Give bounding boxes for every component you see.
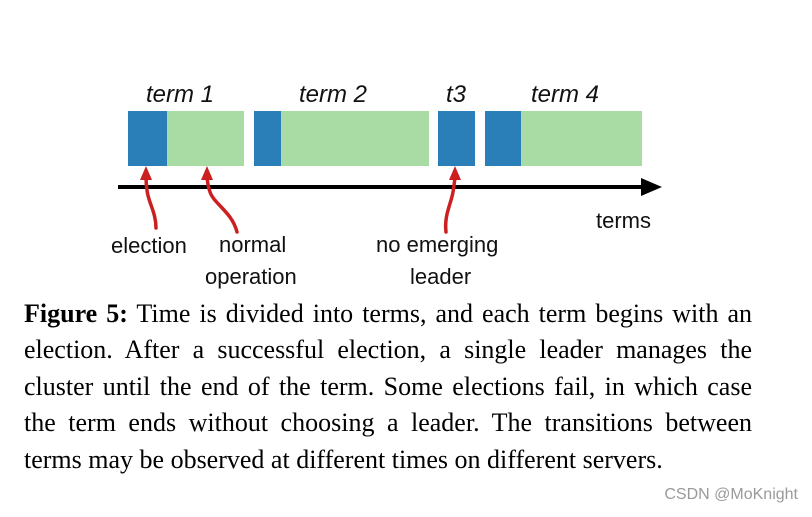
watermark: CSDN @MoKnight [664, 486, 798, 503]
term-label-4: term 4 [531, 81, 599, 108]
annotation-arrowheads [140, 166, 461, 180]
term-label-2: term 2 [299, 81, 367, 108]
annotation-normal-line1: normal [219, 232, 286, 257]
term-1-election-segment [128, 111, 167, 166]
annotation-election: election [111, 233, 187, 258]
election-arrowhead-icon [140, 166, 152, 180]
term-4-normal-segment [521, 111, 642, 166]
time-axis [118, 178, 662, 196]
election-arrow-icon [144, 172, 158, 230]
figure-number: Figure 5: [24, 299, 128, 328]
term-block-2 [254, 111, 429, 166]
normal-operation-arrowhead-icon [201, 166, 213, 180]
term-1-normal-segment [167, 111, 244, 166]
axis-label: terms [596, 208, 651, 233]
term-2-normal-segment [281, 111, 429, 166]
term-block-1 [128, 111, 244, 166]
term-label-3: t3 [446, 81, 467, 108]
term-block-4 [485, 111, 642, 166]
term-4-election-segment [485, 111, 521, 166]
annotation-arrows [144, 172, 457, 234]
raft-terms-diagram: term 1 term 2 t3 term 4 terms election n… [111, 81, 662, 289]
term-3-election-segment [438, 111, 475, 166]
no-leader-arrow-icon [443, 172, 457, 234]
no-leader-arrowhead-icon [449, 166, 461, 180]
annotation-normal-line2: operation [205, 264, 297, 289]
term-2-election-segment [254, 111, 281, 166]
term-block-3 [438, 111, 475, 166]
term-label-1: term 1 [146, 81, 214, 108]
caption-text: Time is divided into terms, and each ter… [24, 299, 752, 474]
figure-caption: Figure 5: Time is divided into terms, an… [24, 296, 752, 478]
axis-arrowhead-icon [641, 178, 662, 196]
annotation-no-leader-line2: leader [410, 264, 471, 289]
annotation-no-leader-line1: no emerging [376, 232, 498, 257]
normal-operation-arrow-icon [205, 172, 239, 234]
